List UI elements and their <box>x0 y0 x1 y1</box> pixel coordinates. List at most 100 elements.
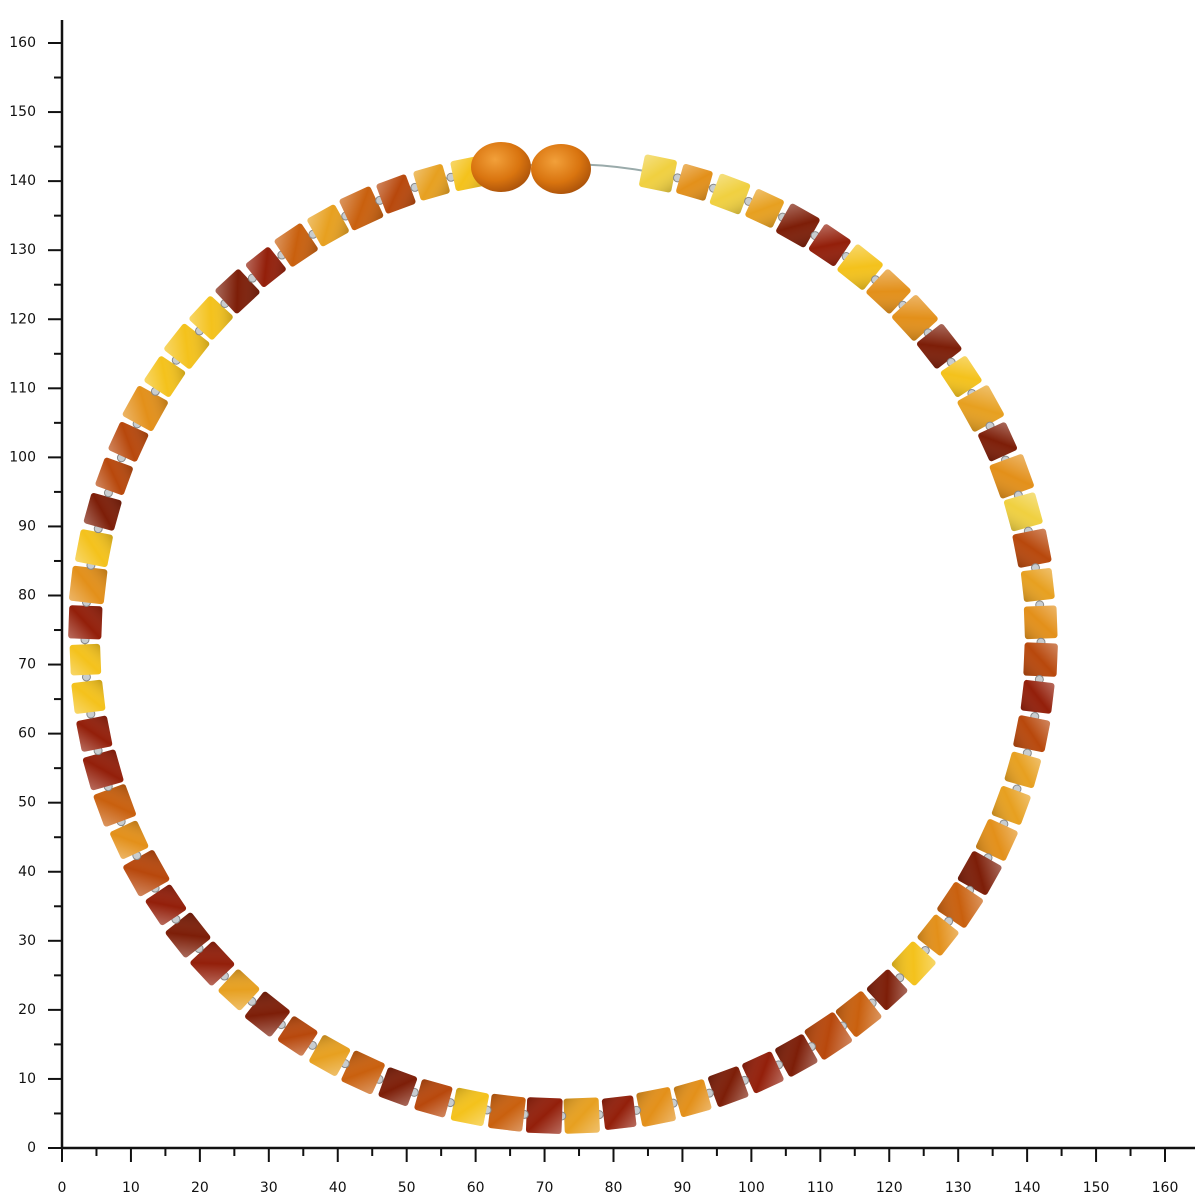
bead-shine <box>1023 605 1058 640</box>
bead-shine <box>307 204 349 247</box>
bead-shine <box>917 914 959 956</box>
bead-shine <box>991 786 1031 825</box>
bead <box>245 991 290 1037</box>
bead-shine <box>215 269 260 314</box>
bead <box>144 356 186 397</box>
bead-shine <box>639 154 677 193</box>
y-tick-label: 110 <box>9 380 36 396</box>
bead <box>1003 492 1043 532</box>
bead <box>636 1087 676 1127</box>
bead-shine <box>341 1050 385 1095</box>
bead <box>1020 568 1055 602</box>
bead-shine <box>673 1079 712 1117</box>
bead-shine <box>123 850 170 897</box>
bead-shine <box>601 1095 637 1130</box>
bead <box>525 1097 563 1134</box>
bead-shine <box>414 1079 453 1118</box>
bead <box>1023 642 1058 677</box>
y-tick-label: 130 <box>9 242 36 258</box>
bead <box>991 786 1031 825</box>
x-tick-label: 30 <box>260 1180 278 1196</box>
bead <box>1012 528 1052 568</box>
bead-shine <box>218 969 260 1011</box>
bead <box>775 1034 818 1077</box>
x-tick-label: 50 <box>398 1180 416 1196</box>
bead-shine <box>776 203 820 248</box>
bead <box>709 173 751 215</box>
bead <box>341 1050 385 1095</box>
bead-shine <box>866 969 908 1010</box>
bead <box>1020 679 1055 714</box>
bead-shine <box>742 1051 784 1094</box>
bead-shine <box>957 851 1002 895</box>
y-tick-label: 140 <box>9 173 36 189</box>
y-tick-label: 30 <box>18 933 36 949</box>
y-tick-label: 20 <box>18 1002 36 1018</box>
bead <box>110 820 149 859</box>
bead-shine <box>1020 679 1055 714</box>
bead-shine <box>278 1016 318 1056</box>
bead-shine <box>95 457 133 495</box>
bead-shine <box>189 296 233 340</box>
bead <box>122 385 168 432</box>
bead-shine <box>69 643 102 676</box>
y-tick-label: 80 <box>18 588 36 604</box>
bead <box>957 385 1004 432</box>
bead <box>450 1087 489 1126</box>
bead-shine <box>376 174 416 214</box>
y-tick-label: 40 <box>18 864 36 880</box>
bead <box>1004 751 1041 789</box>
bead-shine <box>808 224 851 266</box>
bead <box>68 605 103 640</box>
x-tick-label: 80 <box>605 1180 623 1196</box>
y-tick-label: 0 <box>27 1140 36 1156</box>
bead <box>413 164 450 201</box>
y-tick-label: 160 <box>9 35 36 51</box>
bead <box>708 1066 749 1107</box>
x-tick-label: 110 <box>807 1180 834 1196</box>
bead-shine <box>309 1035 351 1076</box>
bead <box>745 189 784 228</box>
bead <box>246 247 286 287</box>
x-tick-label: 10 <box>122 1180 140 1196</box>
bead-shine <box>804 1012 852 1060</box>
bead-shine <box>76 715 113 752</box>
bead <box>123 850 170 897</box>
x-tick-label: 100 <box>738 1180 765 1196</box>
bead <box>673 1079 712 1117</box>
bead <box>563 1097 600 1134</box>
x-tick-label: 90 <box>674 1180 692 1196</box>
bead <box>414 1079 453 1118</box>
bead <box>339 186 384 231</box>
x-tick-label: 40 <box>329 1180 347 1196</box>
x-tick-label: 130 <box>945 1180 972 1196</box>
bead <box>189 296 233 340</box>
y-tick-label: 100 <box>9 449 36 465</box>
bead <box>218 969 260 1011</box>
bead <box>376 174 416 214</box>
bead-shine <box>563 1097 600 1134</box>
amber-necklace <box>68 142 1058 1134</box>
bead <box>69 643 102 676</box>
bead <box>1013 715 1051 753</box>
bead-shine <box>450 1087 489 1126</box>
bead <box>1023 605 1058 640</box>
bead-shine <box>1013 715 1051 753</box>
bead <box>76 715 113 752</box>
y-tick-label: 150 <box>9 104 36 120</box>
y-tick-label: 60 <box>18 726 36 742</box>
bead <box>378 1067 418 1106</box>
bead-shine <box>110 820 149 859</box>
bead-shine <box>676 164 713 201</box>
bead <box>937 882 983 928</box>
bead <box>639 154 677 193</box>
bead-shine <box>488 1093 526 1132</box>
bead-shine <box>775 1034 818 1077</box>
y-tick-label: 120 <box>9 311 36 327</box>
bead-shine <box>940 356 982 397</box>
bead <box>82 749 124 791</box>
bead <box>95 457 133 495</box>
bead <box>676 164 713 201</box>
bead-shine <box>190 941 235 986</box>
